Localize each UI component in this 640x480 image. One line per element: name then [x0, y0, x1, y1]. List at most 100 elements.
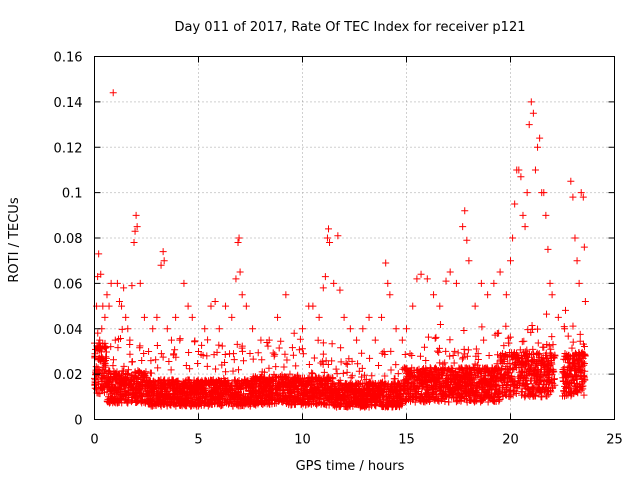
- data-point: [343, 368, 351, 376]
- data-point: [124, 325, 132, 333]
- data-point: [408, 351, 416, 359]
- data-point: [107, 279, 115, 287]
- data-point: [435, 348, 443, 356]
- data-point: [230, 356, 238, 364]
- data-point: [472, 345, 480, 353]
- data-point: [416, 352, 424, 360]
- data-point: [97, 270, 105, 278]
- data-point: [272, 363, 280, 371]
- data-point: [242, 302, 250, 310]
- data-point: [281, 350, 289, 358]
- data-point: [534, 325, 542, 333]
- x-tick-label: 0: [90, 433, 98, 448]
- data-point: [222, 302, 230, 310]
- y-tick-label: 0.02: [54, 368, 83, 383]
- data-point: [269, 349, 277, 357]
- data-point: [157, 261, 165, 269]
- data-point: [579, 193, 587, 201]
- data-point: [133, 223, 141, 231]
- data-point: [575, 279, 583, 287]
- data-point: [417, 270, 425, 278]
- data-point: [320, 368, 328, 376]
- data-point: [130, 239, 138, 247]
- data-point: [126, 341, 134, 349]
- data-point: [102, 353, 110, 361]
- data-point: [211, 298, 219, 306]
- y-tick-label: 0.06: [54, 277, 83, 292]
- data-point: [464, 346, 472, 354]
- data-point: [246, 350, 254, 358]
- data-point: [160, 257, 168, 265]
- data-point: [576, 330, 584, 338]
- data-point: [446, 336, 454, 344]
- data-point: [430, 291, 438, 299]
- data-point: [157, 350, 165, 358]
- data-point: [201, 325, 209, 333]
- data-point: [478, 323, 486, 331]
- data-point: [128, 358, 136, 366]
- data-point: [328, 357, 336, 365]
- data-point: [471, 302, 479, 310]
- data-point: [105, 302, 113, 310]
- data-point: [118, 325, 126, 333]
- data-point: [107, 343, 115, 351]
- data-point: [128, 282, 136, 290]
- data-point: [153, 313, 161, 321]
- data-point: [401, 350, 409, 358]
- grid: [94, 56, 615, 420]
- data-point: [403, 325, 410, 333]
- data-point: [339, 369, 347, 377]
- data-point: [212, 365, 220, 373]
- data-point: [568, 344, 576, 352]
- data-point: [298, 345, 306, 353]
- data-point: [423, 275, 431, 283]
- data-point: [343, 360, 351, 368]
- data-point: [124, 366, 132, 374]
- data-point: [185, 348, 193, 356]
- data-point: [222, 368, 230, 376]
- data-point: [230, 350, 238, 358]
- data-point: [113, 279, 121, 287]
- x-tick-label: 25: [606, 433, 623, 448]
- data-point: [436, 302, 444, 310]
- data-point: [461, 207, 469, 215]
- data-point: [358, 364, 366, 372]
- data-point: [319, 284, 327, 292]
- data-point: [328, 340, 336, 348]
- data-point: [249, 325, 257, 333]
- data-point: [236, 268, 244, 276]
- data-point: [159, 353, 167, 361]
- data-point: [542, 211, 550, 219]
- data-point: [233, 340, 241, 348]
- data-point: [375, 361, 383, 369]
- data-point: [548, 333, 556, 341]
- data-point: [548, 291, 556, 299]
- data-point: [120, 362, 128, 370]
- data-point: [95, 250, 103, 258]
- data-point: [577, 189, 585, 197]
- data-point: [463, 236, 471, 244]
- data-point: [446, 268, 454, 276]
- data-point: [333, 370, 341, 378]
- data-point: [239, 347, 247, 355]
- data-point: [207, 302, 215, 310]
- y-tick-label: 0.08: [54, 232, 83, 247]
- x-tick-label: 15: [398, 433, 415, 448]
- data-point: [361, 371, 369, 379]
- data-point: [188, 313, 196, 321]
- data-point: [564, 332, 572, 340]
- data-point: [215, 325, 223, 333]
- data-point: [409, 302, 417, 310]
- data-point: [141, 372, 149, 380]
- data-point: [147, 357, 155, 365]
- data-point: [249, 355, 257, 363]
- data-point: [465, 257, 473, 265]
- data-point: [422, 357, 430, 365]
- data-point: [94, 329, 102, 337]
- data-point: [346, 325, 354, 333]
- data-point: [199, 351, 207, 359]
- data-points: [91, 89, 589, 411]
- data-point: [431, 334, 439, 342]
- data-point: [182, 362, 190, 370]
- data-point: [149, 325, 157, 333]
